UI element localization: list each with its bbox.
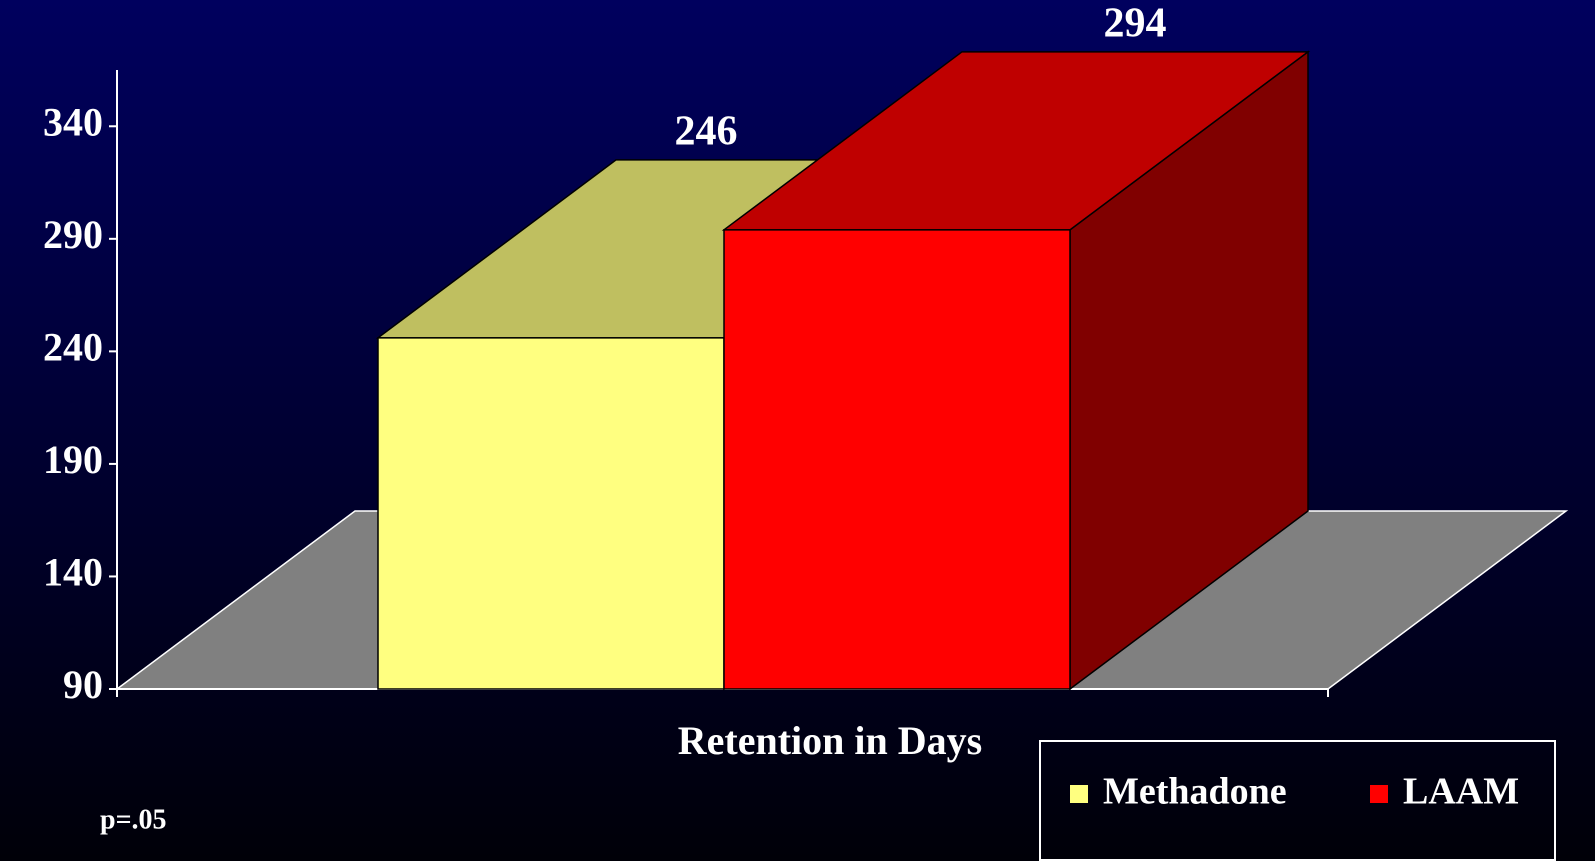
annotation: p=.05: [100, 804, 167, 835]
data-label: 294: [1104, 0, 1167, 46]
legend-swatch: [1070, 785, 1088, 803]
legend-label: LAAM: [1403, 771, 1519, 813]
data-label: 246: [675, 108, 738, 154]
legend-label: Methadone: [1103, 771, 1287, 813]
y-tick-label: 290: [43, 212, 103, 257]
bar-front: [377, 337, 725, 690]
legend-box: [1039, 740, 1556, 861]
legend-swatch: [1370, 785, 1388, 803]
y-tick-label: 190: [43, 437, 103, 482]
y-tick-label: 340: [43, 99, 103, 144]
bar-front: [723, 229, 1071, 690]
x-axis-label: Retention in Days: [678, 718, 982, 763]
bar: [721, 50, 1311, 691]
y-tick-label: 140: [43, 550, 103, 595]
y-tick-label: 240: [43, 325, 103, 370]
y-tick-label: 90: [63, 662, 103, 707]
